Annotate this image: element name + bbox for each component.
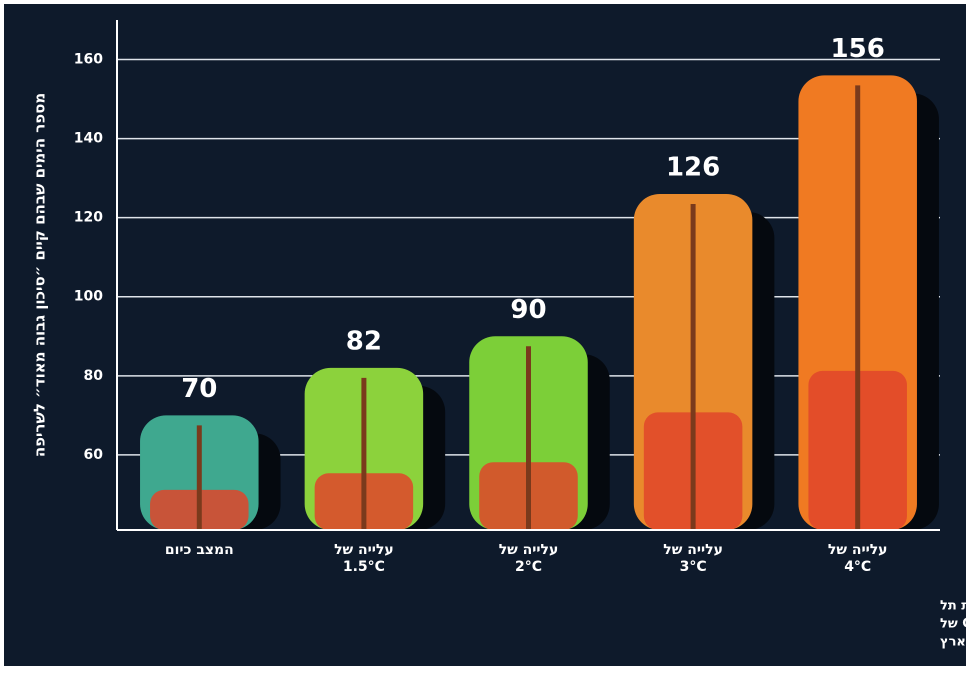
source-note: אביב והמנהל המדעי בחברת ״ניהול משאבי סבי… (940, 617, 974, 632)
x-tick-label: 2°C (515, 559, 542, 575)
chart: מספר הימים שבהם קיים ״סיכון גבוה מאוד״ ל… (0, 0, 974, 670)
x-tick-label: 3°C (680, 559, 707, 575)
page: {"chart_data": {"type": "bar", "y_label"… (0, 0, 974, 670)
y-tick-label: 140 (74, 131, 103, 147)
value-label: 70 (181, 374, 217, 404)
y-tick-label: 100 (74, 289, 103, 305)
source-note: המקור: דוח של ד״ר עמיר גבעתי, מומחה לאקל… (940, 599, 974, 614)
x-tick-label: עלייה של (663, 542, 723, 558)
x-tick-label: עלייה של (499, 542, 559, 558)
x-tick-label: 4°C (844, 559, 871, 575)
value-label: 126 (666, 152, 720, 182)
value-label: 156 (831, 34, 885, 64)
y-axis-label: מספר הימים שבהם קיים ״סיכון גבוה מאוד״ ל… (31, 93, 49, 457)
y-tick-label: 80 (84, 368, 104, 384)
value-label: 90 (510, 295, 546, 325)
x-tick-label: המצב כיום (165, 542, 234, 558)
source-note: הסוכנות האירופאית לתצפיות כדור הארץ (940, 635, 974, 650)
x-tick-label: עלייה של (828, 542, 888, 558)
value-label: 82 (346, 326, 382, 356)
x-tick-label: עלייה של (334, 542, 394, 558)
y-tick-label: 120 (74, 210, 103, 226)
x-tick-label: 1.5°C (343, 559, 385, 575)
y-tick-label: 160 (74, 52, 103, 68)
y-tick-label: 60 (84, 447, 104, 463)
